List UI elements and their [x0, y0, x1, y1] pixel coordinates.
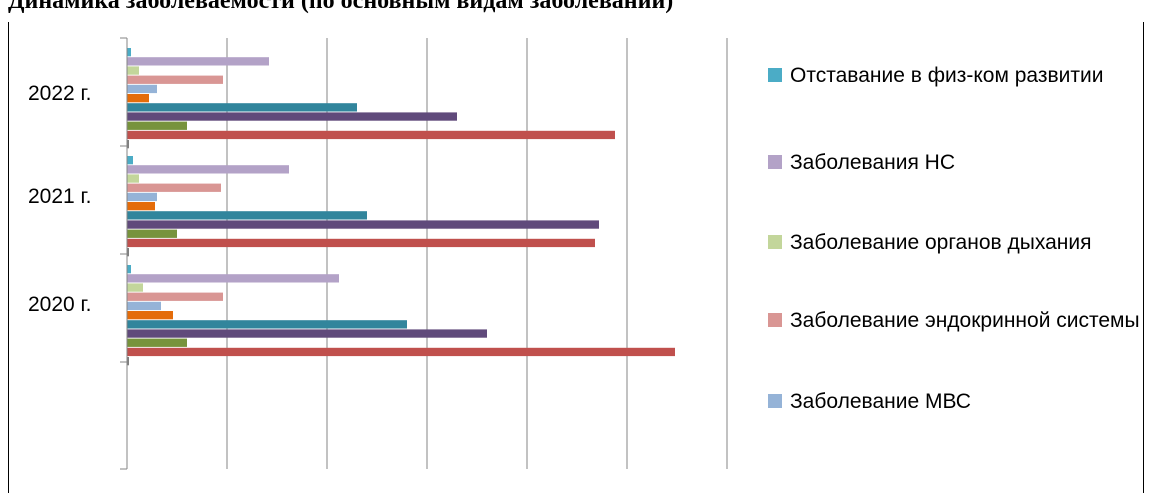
legend-item: Заболевания НС [768, 147, 1140, 178]
bar [127, 357, 129, 366]
bar [127, 103, 357, 112]
bar [127, 140, 129, 149]
bar [127, 347, 675, 357]
bar [127, 202, 155, 211]
bar [127, 292, 223, 301]
bar [127, 211, 367, 220]
legend-label: Заболевание органов дыхания [790, 231, 1092, 254]
category-tick-label: 2021 г. [28, 185, 91, 208]
legend-swatch [768, 394, 782, 408]
bar [127, 174, 139, 183]
bar [127, 274, 339, 283]
legend-item: Заболевание эндокринной системы [768, 305, 1140, 336]
bar [127, 301, 161, 311]
legend-label: Заболевание МВС [790, 390, 971, 413]
legend-swatch [768, 313, 782, 327]
bar [127, 329, 487, 338]
legend-swatch [768, 68, 782, 82]
category-tick-label: 2022 г. [28, 82, 91, 105]
legend-item: Заболевание органов дыхания [768, 227, 1140, 258]
legend-label: Заболевания НС [790, 151, 956, 174]
legend-label: Отставание в физ-ком развитии [790, 64, 1104, 87]
bar [127, 338, 187, 347]
bar [127, 248, 129, 257]
bar [127, 192, 157, 202]
bar [127, 183, 221, 192]
bar [127, 130, 615, 140]
category-axis: 2020 г. 2021 г. 2022 г. [28, 37, 128, 470]
bar [127, 238, 595, 248]
bar [127, 311, 173, 320]
chart-frame-right-border [1143, 22, 1144, 493]
legend-label: Заболевание эндокринной системы [790, 309, 1140, 332]
bar [127, 75, 223, 84]
chart-gridlines [226, 38, 728, 469]
bar [127, 112, 457, 121]
bar [127, 265, 131, 274]
bar [127, 320, 407, 329]
legend-item: Заболевание МВС [768, 386, 1140, 417]
legend-swatch [768, 235, 782, 249]
bar [127, 57, 269, 66]
bar [127, 48, 131, 57]
bar [127, 121, 187, 130]
bar [127, 66, 139, 75]
bar [127, 220, 599, 229]
bar [127, 94, 149, 103]
bar [127, 283, 143, 292]
chart-frame-left-border [8, 22, 9, 493]
category-tick-label: 2020 г. [28, 293, 91, 316]
legend-swatch [768, 155, 782, 169]
bar [127, 165, 289, 174]
bar [127, 84, 157, 94]
chart-bars [127, 48, 675, 366]
legend-item: Отставание в физ-ком развитии [768, 60, 1140, 91]
bar [127, 229, 177, 238]
chart-title: Динамика заболеваемости (по основным вид… [8, 0, 674, 14]
bar [127, 156, 133, 165]
